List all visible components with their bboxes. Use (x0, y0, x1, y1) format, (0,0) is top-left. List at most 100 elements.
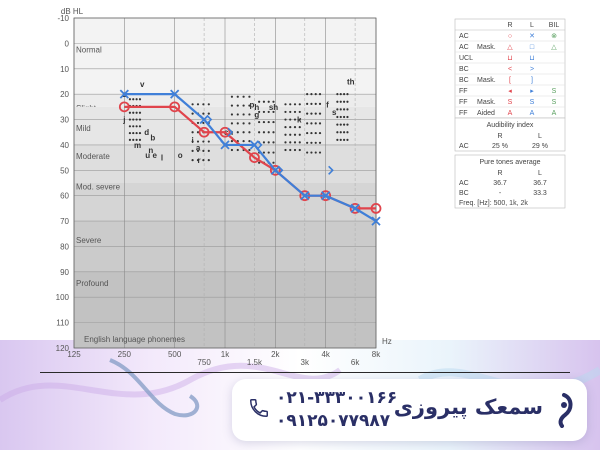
phoneme-dot (346, 123, 349, 126)
legend-symbol: ○ (508, 33, 512, 40)
phoneme-dot (284, 141, 287, 144)
x-tick-label: 1k (221, 350, 230, 359)
legend-symbol: A (530, 110, 535, 117)
x-tick-label: 500 (168, 350, 182, 359)
pta-value-r: - (499, 190, 502, 197)
phoneme-dot (202, 140, 205, 143)
phoneme-dot (289, 118, 292, 121)
phoneme-dot (314, 151, 317, 154)
phoneme-dot (339, 131, 342, 134)
phone-number-1[interactable]: ۰۲۱-۳۳۳۰۰۱۶۶ (276, 388, 398, 408)
phoneme-dot (262, 120, 266, 124)
phoneme-dot (342, 131, 346, 134)
y-tick-label: 40 (60, 141, 69, 150)
phoneme-dot (284, 103, 287, 106)
legend-row-mask: Mask. (477, 77, 496, 84)
phoneme-dot (346, 115, 349, 119)
phoneme-dot (267, 120, 270, 124)
phoneme-label: p (250, 100, 255, 109)
phoneme-label: b (150, 133, 155, 142)
phoneme-dot (318, 151, 322, 154)
phoneme-dot (267, 131, 270, 134)
right-ear-marker (349, 202, 361, 214)
phoneme-dot (138, 118, 142, 121)
phoneme-dot (314, 122, 317, 125)
bone-conduction-marker (328, 165, 334, 175)
y-tick-label: 20 (60, 90, 69, 99)
phoneme-dot (267, 141, 270, 144)
phoneme-dot (132, 125, 135, 128)
x-tick-label: 250 (118, 350, 132, 359)
brand-name: سمعک پیروزی (393, 395, 543, 419)
audibility-header: R (497, 133, 502, 140)
legend-row-mask: Mask. (477, 44, 496, 51)
legend-symbol: A (552, 110, 557, 117)
phoneme-dot (306, 131, 309, 135)
phoneme-dot (339, 123, 342, 126)
phoneme-dot (128, 118, 132, 121)
phoneme-dot (262, 100, 266, 103)
phoneme-dot (258, 100, 261, 103)
x-tick-label: 4k (321, 350, 330, 359)
left-ear-marker (350, 203, 360, 214)
audibility-title: Audibility index (487, 122, 534, 129)
phoneme-label: i (191, 136, 193, 145)
legend-table (454, 18, 566, 119)
phoneme-dot (284, 118, 287, 121)
legend-symbol: ◂ (508, 88, 512, 95)
phoneme-dot (339, 138, 342, 141)
phoneme-dot (242, 131, 245, 134)
phoneme-dot (262, 151, 266, 154)
phoneme-dot (267, 151, 270, 154)
phoneme-dot (314, 102, 317, 105)
phoneme-dot (236, 131, 239, 134)
phoneme-dot (248, 104, 251, 107)
legend-symbol: S (552, 88, 557, 95)
right-ear-marker (198, 126, 210, 138)
legend-row-mask: Aided (477, 110, 495, 117)
phone-number-2[interactable]: ۰۹۱۲۵۰۷۷۹۸۷ (276, 411, 391, 431)
phoneme-dot (236, 148, 239, 152)
y-tick-label: -10 (57, 14, 69, 23)
left-ear-marker (371, 216, 381, 226)
phoneme-dot (202, 112, 205, 115)
banana-caption: English language phonemes (84, 335, 185, 344)
y-tick-label: 110 (56, 319, 69, 328)
x-unit-label: Hz (382, 337, 392, 346)
phoneme-dot (196, 140, 200, 143)
hearing-aid-icon (109, 358, 200, 418)
pta-row-label: BC (459, 190, 469, 197)
plot-frame (73, 17, 377, 349)
phoneme-dot (336, 115, 339, 119)
phoneme-dot (289, 110, 292, 114)
phoneme-label: u (145, 151, 150, 160)
phoneme-label: d (144, 128, 149, 137)
phoneme-label: m (134, 141, 141, 150)
y-tick-label: 0 (65, 39, 70, 48)
phoneme-dot (138, 138, 142, 141)
phoneme-dot (298, 126, 301, 129)
phoneme-label: sh (269, 103, 278, 112)
phoneme-dot (135, 131, 138, 135)
legend-row-label: FF (459, 88, 468, 95)
right-ear-marker (118, 101, 130, 113)
pta-table (454, 154, 566, 209)
phoneme-dot (293, 126, 297, 129)
phoneme-dot (128, 111, 132, 114)
phoneme-dot (310, 122, 313, 125)
phoneme-label: o (178, 151, 183, 160)
phoneme-dot (284, 133, 287, 136)
phoneme-dot (267, 110, 270, 114)
audibility-table (454, 117, 566, 152)
contact-card: ۰۲۱-۳۳۳۰۰۱۶۶ ۰۹۱۲۵۰۷۷۹۸۷ سمعک پیروزی (232, 379, 587, 441)
phoneme-dot (258, 161, 261, 164)
right-ear-marker (269, 164, 281, 176)
phoneme-dot (339, 115, 342, 119)
phoneme-dot (138, 131, 142, 135)
x-tick-label: 1.5k (247, 358, 263, 367)
phone-numbers: ۰۲۱-۳۳۳۰۰۱۶۶ ۰۹۱۲۵۰۷۷۹۸۷ (276, 387, 416, 433)
phoneme-dot (191, 112, 194, 115)
phoneme-dot (191, 103, 194, 106)
x-tick-label: 125 (67, 350, 81, 359)
left-ear-marker (199, 114, 209, 125)
